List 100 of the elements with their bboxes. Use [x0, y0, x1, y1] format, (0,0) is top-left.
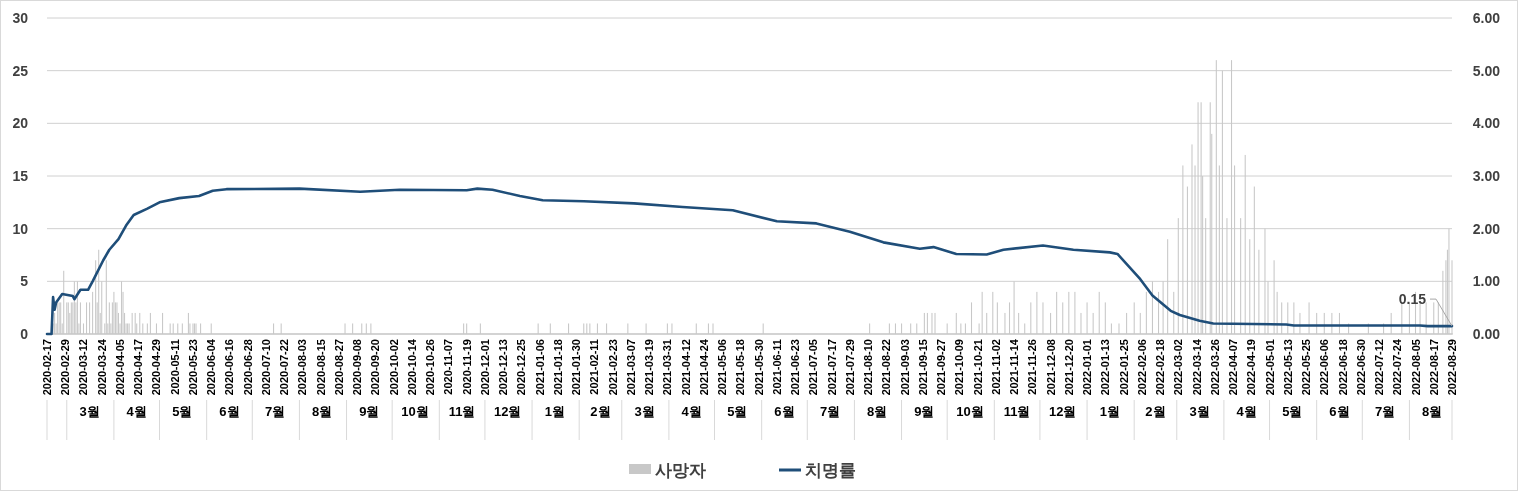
- y2-tick-label: 2.00: [1472, 220, 1501, 237]
- x-tick-label: 2020-06-28: [241, 339, 254, 396]
- x-tick-label: 2021-04-12: [679, 339, 692, 396]
- x2-tick-label: 5월: [172, 404, 193, 419]
- x-tick-label: 2022-05-13: [1281, 339, 1294, 396]
- y2-tick-label: 6.00: [1472, 10, 1501, 26]
- x-tick-label: 2020-08-15: [314, 339, 327, 396]
- x-tick-label: 2020-08-03: [296, 339, 309, 396]
- x-tick-label: 2022-02-06: [1135, 339, 1148, 396]
- x2-tick-label: 7월: [1374, 404, 1396, 419]
- x-tick-label: 2021-03-19: [643, 339, 656, 396]
- x-tick-label: 2022-03-02: [1172, 339, 1185, 396]
- x-tick-label: 2020-06-04: [205, 338, 218, 396]
- x-tick-label: 2021-09-15: [916, 339, 929, 396]
- y2-tick-label: 3.00: [1472, 168, 1501, 184]
- x-tick-label: 2021-02-11: [588, 339, 601, 395]
- y-tick-label: 15: [12, 168, 29, 184]
- x-tick-label: 2021-06-23: [789, 339, 802, 396]
- x-tick-label: 2021-05-18: [734, 339, 747, 396]
- x-tick-label: 2020-05-11: [168, 339, 181, 395]
- x2-tick-label: 8월: [1422, 404, 1443, 419]
- x-tick-label: 2021-09-03: [898, 339, 911, 396]
- x-tick-label: 2020-04-17: [132, 339, 145, 396]
- x-tick-label: 2021-01-06: [533, 339, 546, 396]
- x2-tick-label: 9월: [914, 404, 935, 419]
- x2-tick-label: 6월: [1329, 404, 1350, 419]
- x-tick-label: 2021-03-31: [661, 339, 674, 396]
- x2-tick-label: 10월: [956, 404, 984, 419]
- x2-tick-label: 12월: [494, 404, 522, 419]
- x-tick-label: 2021-11-26: [1026, 339, 1039, 395]
- x-tick-label: 2021-12-20: [1062, 339, 1075, 396]
- x2-tick-label: 2월: [590, 404, 611, 419]
- legend-label: 치명률: [805, 461, 856, 480]
- x-tick-label: 2020-06-16: [223, 339, 236, 396]
- x2-tick-label: 5월: [727, 404, 748, 419]
- x-tick-label: 2021-06-11: [770, 339, 783, 395]
- x2-tick-label: 4월: [681, 404, 702, 419]
- x-tick-label: 2022-06-30: [1354, 339, 1367, 396]
- x2-tick-label: 11월: [448, 404, 476, 419]
- annotation: 0.15: [1398, 291, 1453, 327]
- x-tick-label: 2021-08-10: [862, 339, 875, 396]
- x-tick-label: 2021-09-27: [935, 339, 948, 396]
- x-tick-label: 2021-07-29: [843, 339, 856, 396]
- x-tick-label: 2021-05-06: [716, 339, 729, 396]
- x-tick-label: 2021-01-18: [551, 339, 564, 396]
- y2-tick-label: 5.00: [1472, 62, 1501, 79]
- x-tick-label: 2020-03-24: [95, 338, 108, 396]
- x-tick-label: 2020-08-27: [332, 339, 345, 396]
- x2-tick-label: 4월: [126, 404, 147, 419]
- x-tick-label: 2022-08-05: [1409, 339, 1422, 396]
- x-tick-label: 2020-05-23: [186, 339, 199, 396]
- annotation: 0.15: [1398, 291, 1427, 308]
- x2-tick-label: 6월: [774, 404, 795, 419]
- x-tick-label: 2022-06-06: [1318, 339, 1331, 396]
- y-tick-label: 20: [12, 115, 29, 132]
- x2-tick-label: 6월: [219, 404, 240, 419]
- x-tick-label: 2021-04-24: [697, 338, 710, 396]
- x-tick-label: 2020-10-02: [387, 339, 400, 396]
- x2-tick-label: 8월: [312, 404, 333, 419]
- x-tick-label: 2021-11-14: [1008, 338, 1021, 395]
- x-tick-label: 2022-07-12: [1373, 339, 1386, 396]
- x-tick-label: 2022-08-17: [1427, 339, 1440, 396]
- x2-tick-label: 3월: [79, 404, 100, 419]
- x-tick-label: 2022-03-14: [1190, 338, 1203, 396]
- x-tick-label: 2022-04-07: [1227, 339, 1240, 396]
- x-tick-label: 2021-07-05: [807, 339, 820, 396]
- x-tick-label: 2021-07-17: [825, 339, 838, 396]
- x-tick-label: 2020-12-25: [515, 339, 528, 396]
- x2-tick-label: 1월: [1099, 404, 1120, 419]
- x-tick-label: 2022-06-18: [1336, 339, 1349, 396]
- x-tick-label: 2020-11-19: [460, 339, 473, 395]
- y-tick-label: 30: [12, 10, 29, 26]
- x-tick-label: 2020-12-01: [478, 339, 491, 396]
- y-tick-label: 10: [12, 220, 29, 237]
- y2-tick-label: 4.00: [1472, 115, 1501, 132]
- x2-tick-label: 7월: [264, 404, 286, 419]
- x2-tick-label: 5월: [1282, 404, 1303, 419]
- legend-label: 사망자: [655, 461, 706, 480]
- x-tick-label: 2022-01-25: [1117, 339, 1130, 396]
- x2-tick-label: 12월: [1049, 404, 1077, 419]
- x2-tick-label: 8월: [867, 404, 888, 419]
- x-tick-label: 2020-09-08: [351, 339, 364, 396]
- x-tick-label: 2020-11-07: [442, 339, 455, 395]
- x-tick-label: 2021-02-23: [606, 339, 619, 396]
- x-tick-label: 2020-02-17: [41, 339, 53, 396]
- x-tick-label: 2022-05-01: [1263, 339, 1276, 396]
- y2-tick-label: 0.00: [1472, 326, 1501, 342]
- x-tick-label: 2022-07-24: [1391, 338, 1404, 396]
- x2-tick-label: 1월: [544, 404, 565, 419]
- y-tick-label: 25: [12, 62, 29, 79]
- x-tick-label: 2021-12-08: [1044, 339, 1057, 396]
- y-tick-label: 0: [20, 326, 29, 342]
- x2-tick-label: 4월: [1236, 404, 1257, 419]
- x-tick-label: 2022-01-01: [1081, 339, 1094, 396]
- x-tick-label: 2020-10-14: [405, 338, 418, 396]
- x-tick-label: 2021-08-22: [880, 339, 893, 396]
- x-tick-label: 2020-04-29: [150, 339, 163, 396]
- x-tick-label: 2020-04-05: [113, 339, 126, 396]
- x-tick-label: 2020-03-12: [77, 339, 90, 396]
- x2-tick-label: 3월: [1189, 404, 1210, 419]
